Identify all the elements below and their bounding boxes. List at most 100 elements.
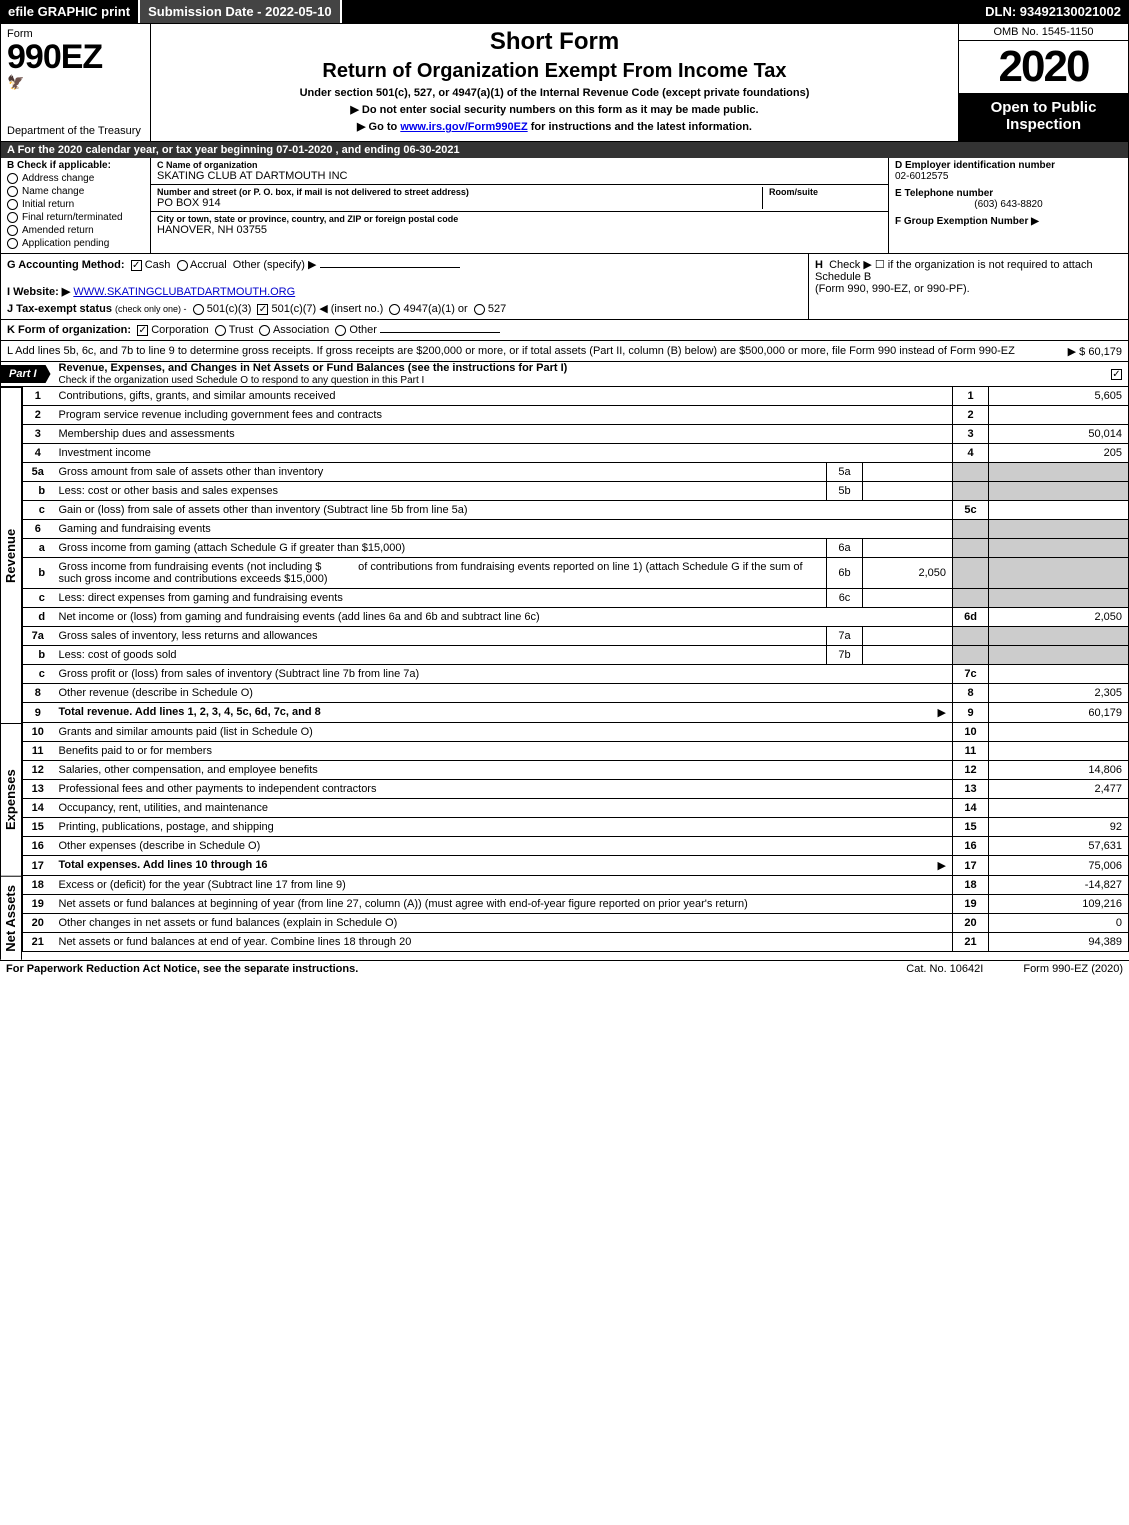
form-reference: Form 990-EZ (2020) — [1023, 963, 1123, 975]
irs-link[interactable]: www.irs.gov/Form990EZ — [400, 121, 527, 133]
h-text: Check ▶ ☐ if the organization is not req… — [815, 259, 1093, 283]
radio-icon[interactable] — [215, 325, 226, 336]
other-specify-input[interactable] — [320, 267, 460, 268]
line-l-gross-receipts: L Add lines 5b, 6c, and 7b to line 9 to … — [0, 341, 1129, 362]
radio-icon[interactable] — [177, 260, 188, 271]
street-value: PO BOX 914 — [157, 197, 762, 209]
checkbox-checked-icon[interactable]: ✓ — [137, 325, 148, 336]
part-tag: Part I — [1, 365, 51, 383]
check-initial-return[interactable]: Initial return — [7, 199, 144, 210]
arrow-icon: ▶ — [938, 706, 946, 719]
l-amount: ▶ $ 60,179 — [1068, 345, 1122, 358]
phone-value: (603) 643-8820 — [895, 199, 1122, 210]
line-17: 17Total expenses. Add lines 10 through 1… — [23, 856, 1129, 876]
expenses-vlabel: Expenses — [0, 723, 22, 876]
page-footer: For Paperwork Reduction Act Notice, see … — [0, 960, 1129, 977]
paperwork-notice: For Paperwork Reduction Act Notice, see … — [6, 963, 358, 975]
line-4: 4Investment income4205 — [23, 444, 1129, 463]
line-5b: bLess: cost or other basis and sales exp… — [23, 482, 1129, 501]
h-label: H — [815, 259, 823, 271]
part-check[interactable]: ✓ — [1111, 368, 1128, 380]
line-6a: aGross income from gaming (attach Schedu… — [23, 539, 1129, 558]
g-label: G Accounting Method: — [7, 259, 125, 271]
org-info-block: B Check if applicable: Address change Na… — [0, 158, 1129, 254]
note2-post: for instructions and the latest informat… — [531, 121, 752, 133]
radio-icon[interactable] — [259, 325, 270, 336]
line-9: 9Total revenue. Add lines 1, 2, 3, 4, 5c… — [23, 703, 1129, 723]
ein-label: D Employer identification number — [895, 160, 1122, 171]
block-b-checkboxes: B Check if applicable: Address change Na… — [1, 158, 151, 253]
l-text: L Add lines 5b, 6c, and 7b to line 9 to … — [7, 345, 1015, 357]
arrow-icon: ▶ — [938, 859, 946, 872]
j-label: J Tax-exempt status — [7, 303, 112, 315]
header-center: Short Form Return of Organization Exempt… — [151, 24, 958, 141]
j-527: 527 — [488, 303, 506, 315]
k-other-input[interactable] — [380, 332, 500, 333]
k-label: K Form of organization: — [7, 324, 131, 336]
form-subtitle: Under section 501(c), 527, or 4947(a)(1)… — [300, 87, 810, 99]
k-corp: Corporation — [151, 324, 208, 336]
netassets-table: 18Excess or (deficit) for the year (Subt… — [22, 876, 1129, 952]
checkbox-checked-icon: ✓ — [1111, 369, 1122, 380]
radio-icon — [7, 173, 18, 184]
expenses-section: Expenses 10Grants and similar amounts pa… — [0, 723, 1129, 876]
line-6b: bGross income from fundraising events (n… — [23, 558, 1129, 589]
form-title: Return of Organization Exempt From Incom… — [322, 60, 786, 83]
g-accrual: Accrual — [190, 259, 227, 271]
radio-icon[interactable] — [389, 304, 400, 315]
line-1: 1Contributions, gifts, grants, and simil… — [23, 387, 1129, 406]
line-7c: cGross profit or (loss) from sales of in… — [23, 665, 1129, 684]
irs-eagle-icon: 🦅 — [7, 74, 144, 91]
check-application-pending[interactable]: Application pending — [7, 238, 144, 249]
header-left: Form 990EZ 🦅 Department of the Treasury — [1, 24, 151, 141]
org-street-row: Number and street (or P. O. box, if mail… — [151, 185, 888, 212]
room-suite: Room/suite — [762, 187, 882, 209]
submission-date: Submission Date - 2022-05-10 — [140, 0, 342, 23]
net-assets-section: Net Assets 18Excess or (deficit) for the… — [0, 876, 1129, 960]
line-3: 3Membership dues and assessments350,014 — [23, 425, 1129, 444]
i-label: I Website: ▶ — [7, 286, 70, 298]
line-21: 21Net assets or fund balances at end of … — [23, 933, 1129, 952]
line-19: 19Net assets or fund balances at beginni… — [23, 895, 1129, 914]
line-11: 11Benefits paid to or for members11 — [23, 742, 1129, 761]
netassets-vlabel: Net Assets — [0, 876, 22, 960]
street-label: Number and street (or P. O. box, if mail… — [157, 187, 762, 197]
line-2: 2Program service revenue including gover… — [23, 406, 1129, 425]
row-g-h: G Accounting Method: ✓ Cash Accrual Othe… — [0, 254, 1129, 320]
form-number: 990EZ — [7, 40, 144, 74]
expenses-table: 10Grants and similar amounts paid (list … — [22, 723, 1129, 876]
line-5a: 5aGross amount from sale of assets other… — [23, 463, 1129, 482]
check-address-change[interactable]: Address change — [7, 173, 144, 184]
radio-icon[interactable] — [474, 304, 485, 315]
checkbox-checked-icon[interactable]: ✓ — [131, 260, 142, 271]
line-5c: cGain or (loss) from sale of assets othe… — [23, 501, 1129, 520]
part-check-text: Check if the organization used Schedule … — [59, 375, 425, 386]
radio-icon[interactable] — [193, 304, 204, 315]
website-value[interactable]: WWW.SKATINGCLUBATDARTMOUTH.ORG — [73, 286, 295, 298]
checkbox-checked-icon[interactable]: ✓ — [257, 304, 268, 315]
block-c-org-info: C Name of organization SKATING CLUB AT D… — [151, 158, 888, 253]
line-18: 18Excess or (deficit) for the year (Subt… — [23, 876, 1129, 895]
k-assoc: Association — [273, 324, 329, 336]
k-trust: Trust — [229, 324, 254, 336]
website-note: ▶ Go to www.irs.gov/Form990EZ for instru… — [357, 120, 752, 133]
radio-icon — [7, 225, 18, 236]
j-501c3: 501(c)(3) — [207, 303, 252, 315]
radio-icon — [7, 212, 18, 223]
radio-icon[interactable] — [335, 325, 346, 336]
line-12: 12Salaries, other compensation, and empl… — [23, 761, 1129, 780]
group-exemption-label: F Group Exemption Number ▶ — [895, 216, 1122, 227]
check-amended-return[interactable]: Amended return — [7, 225, 144, 236]
revenue-vlabel: Revenue — [0, 387, 22, 723]
tax-year: 2020 — [959, 41, 1128, 93]
privacy-note: ▶ Do not enter social security numbers o… — [350, 103, 758, 116]
check-name-change[interactable]: Name change — [7, 186, 144, 197]
topband: efile GRAPHIC print Submission Date - 20… — [0, 0, 1129, 23]
line-14: 14Occupancy, rent, utilities, and mainte… — [23, 799, 1129, 818]
phone-label: E Telephone number — [895, 188, 1122, 199]
accounting-method: G Accounting Method: ✓ Cash Accrual Othe… — [1, 254, 808, 319]
h-sub: (Form 990, 990-EZ, or 990-PF). — [815, 283, 970, 295]
check-final-return[interactable]: Final return/terminated — [7, 212, 144, 223]
short-form-title: Short Form — [490, 28, 619, 56]
city-label: City or town, state or province, country… — [157, 214, 458, 224]
